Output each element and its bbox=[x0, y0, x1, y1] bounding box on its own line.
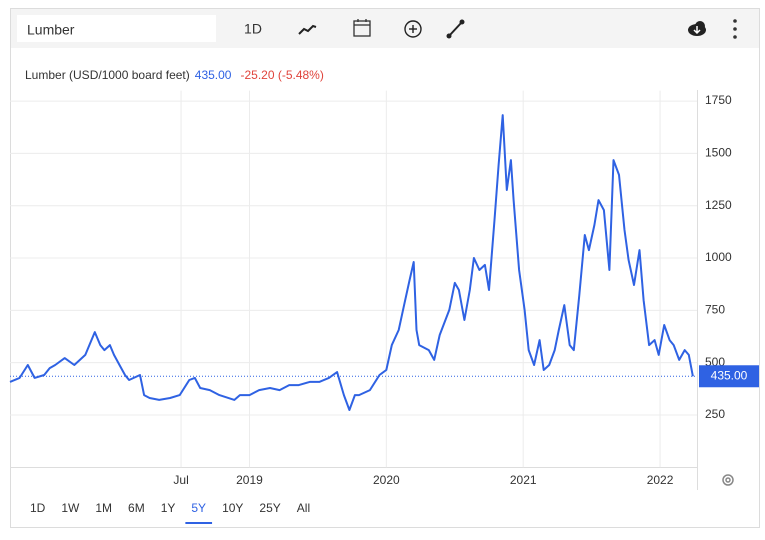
frame bbox=[10, 8, 760, 528]
last-value-label: 435.00 bbox=[711, 368, 748, 382]
search-text: Lumber bbox=[27, 22, 75, 38]
legend-last: 435.00 bbox=[195, 68, 232, 82]
y-tick-label: 1750 bbox=[705, 93, 732, 107]
x-tick-label: 2021 bbox=[510, 473, 537, 487]
y-tick-label: 1250 bbox=[705, 198, 732, 212]
range-button[interactable]: 5Y bbox=[191, 501, 206, 515]
legend-name: Lumber (USD/1000 board feet) bbox=[25, 68, 190, 82]
legend: Lumber (USD/1000 board feet) 435.00 -25.… bbox=[25, 68, 324, 82]
range-button[interactable]: 1M bbox=[95, 501, 112, 515]
calendar-icon[interactable] bbox=[353, 19, 371, 37]
range-button[interactable]: 10Y bbox=[222, 501, 243, 515]
range-button[interactable]: 1D bbox=[30, 501, 46, 515]
range-button[interactable]: 1Y bbox=[161, 501, 176, 515]
add-indicator-icon[interactable] bbox=[404, 20, 422, 38]
draw-icon[interactable] bbox=[446, 19, 465, 39]
last-value-box bbox=[699, 365, 759, 388]
range-button[interactable]: All bbox=[297, 501, 310, 515]
series-line bbox=[9, 114, 694, 411]
download-icon[interactable] bbox=[688, 21, 706, 36]
chart-type-icon[interactable] bbox=[298, 24, 317, 35]
y-tick-label: 1500 bbox=[705, 146, 732, 160]
range-button[interactable]: 1W bbox=[61, 501, 80, 515]
range-button[interactable]: 6M bbox=[128, 501, 145, 515]
y-tick-label: 250 bbox=[705, 407, 725, 421]
x-tick-label: Jul bbox=[173, 473, 188, 487]
settings-icon[interactable] bbox=[722, 474, 734, 486]
x-tick-label: 2019 bbox=[236, 473, 263, 487]
x-tick-label: 2022 bbox=[647, 473, 674, 487]
range-button[interactable]: 25Y bbox=[259, 501, 280, 515]
search-box[interactable] bbox=[17, 15, 216, 42]
x-tick-label: 2020 bbox=[373, 473, 400, 487]
y-tick-label: 1000 bbox=[705, 250, 732, 264]
range-selected-underline bbox=[185, 522, 213, 524]
menu-icon[interactable] bbox=[733, 19, 737, 39]
y-tick-label: 750 bbox=[705, 303, 725, 317]
interval-button[interactable]: 1D bbox=[244, 21, 262, 37]
legend-change: -25.20 (-5.48%) bbox=[240, 68, 323, 82]
